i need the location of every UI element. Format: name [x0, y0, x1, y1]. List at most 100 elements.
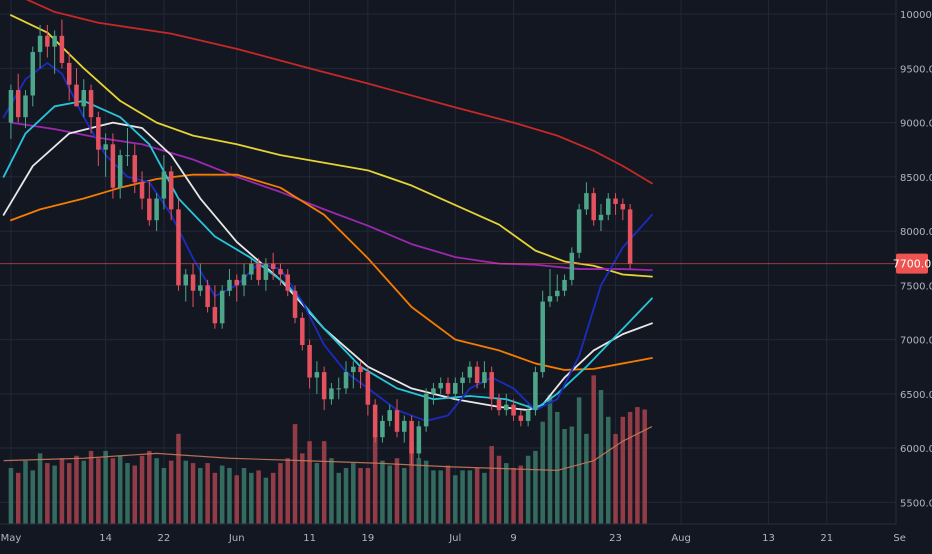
candle-body: [525, 410, 531, 421]
candle: [23, 90, 28, 129]
candle-body: [489, 372, 494, 400]
candle-body: [387, 410, 392, 421]
candle-body: [606, 198, 611, 215]
volume-bar: [52, 465, 57, 524]
candle-body: [103, 144, 108, 150]
candle: [321, 366, 327, 411]
candle-body: [358, 366, 363, 373]
time-axis[interactable]: May 14 22 Jun 11 19 Jul 9 23 Aug 13 21 Se: [1, 533, 906, 544]
candle: [336, 377, 341, 400]
volume-bar: [292, 424, 298, 524]
candle: [147, 182, 152, 226]
candle: [606, 193, 611, 221]
time-axis-panel: [0, 524, 932, 550]
moving-average-line: [2, 99, 653, 410]
volume-bar: [66, 463, 72, 524]
volume-bar: [219, 465, 225, 524]
volume-bar: [168, 460, 174, 524]
candle: [569, 247, 575, 286]
candle-body: [74, 84, 79, 107]
volume-bar: [467, 470, 473, 524]
time-tick-label: 21: [820, 533, 833, 544]
candle: [533, 366, 538, 416]
candle-body: [241, 274, 247, 286]
candle: [620, 198, 626, 221]
volume-bar: [591, 375, 596, 524]
candle: [518, 410, 524, 427]
time-tick-label: May: [1, 533, 22, 544]
volume-bar: [613, 433, 618, 524]
candle-body: [96, 117, 101, 150]
volume-bar: [394, 458, 400, 524]
candle-body: [380, 420, 385, 438]
candle: [103, 133, 108, 177]
candle-body: [154, 198, 159, 221]
candle-body: [372, 404, 378, 438]
candle-body: [438, 382, 443, 389]
volume-bar: [409, 441, 414, 524]
candle-body: [343, 372, 349, 389]
candle-body: [81, 90, 87, 107]
candle-body: [431, 388, 436, 394]
volume-bar: [256, 470, 261, 524]
volume-bar: [30, 470, 36, 524]
price-axis[interactable]: 10000.0 9500.0 9000.0 8500.0 8000.0 7500.0 700…: [900, 10, 932, 509]
candle: [132, 144, 138, 194]
volume-bar: [23, 460, 28, 524]
candle-body: [37, 35, 43, 53]
volume-bar: [37, 453, 43, 524]
candle: [394, 399, 400, 438]
candle-body: [627, 209, 633, 264]
candle-body: [314, 372, 320, 378]
candle: [117, 149, 123, 199]
candle: [249, 258, 254, 280]
candle-body: [555, 290, 560, 297]
price-tick-label: 5500.0: [900, 498, 932, 509]
candle: [402, 415, 407, 443]
volume-bar: [212, 472, 218, 524]
candle: [555, 274, 560, 302]
candle: [161, 155, 167, 210]
candle-body: [402, 420, 407, 432]
volume-bar: [198, 467, 203, 524]
volume-bar: [525, 455, 531, 524]
volume-bar: [300, 453, 305, 524]
candle: [125, 128, 130, 166]
volume-bar: [620, 416, 626, 524]
candle: [66, 52, 72, 101]
candlesticks: [8, 19, 633, 465]
volume-bar: [584, 433, 589, 524]
volume-bar: [518, 465, 524, 524]
volume-bar: [358, 467, 363, 524]
candle: [482, 361, 487, 389]
candle-body: [329, 388, 334, 400]
candle-body: [351, 366, 356, 373]
volume-bar: [504, 463, 509, 524]
candle: [278, 263, 283, 286]
volume-bar: [460, 470, 465, 524]
volume-bar: [423, 460, 429, 524]
volume-bar: [285, 458, 290, 524]
volume-bar: [249, 472, 254, 524]
candle-body: [23, 95, 28, 118]
candle-body: [249, 263, 254, 275]
candle: [496, 393, 502, 416]
candle: [205, 279, 210, 313]
candle: [547, 269, 553, 308]
volume-bar: [147, 450, 152, 524]
time-tick-label: 13: [762, 533, 775, 544]
candle-body: [59, 35, 65, 63]
candle-body: [620, 203, 626, 210]
candle: [314, 361, 320, 394]
candle-body: [547, 296, 553, 302]
candle-body: [183, 274, 189, 286]
candle-body: [190, 274, 196, 291]
candle-body: [8, 90, 14, 123]
candle-body: [15, 90, 21, 118]
moving-averages: [2, 0, 653, 422]
candle: [256, 258, 261, 286]
candle: [183, 269, 189, 302]
price-tick-label: 7000.0: [900, 336, 932, 347]
